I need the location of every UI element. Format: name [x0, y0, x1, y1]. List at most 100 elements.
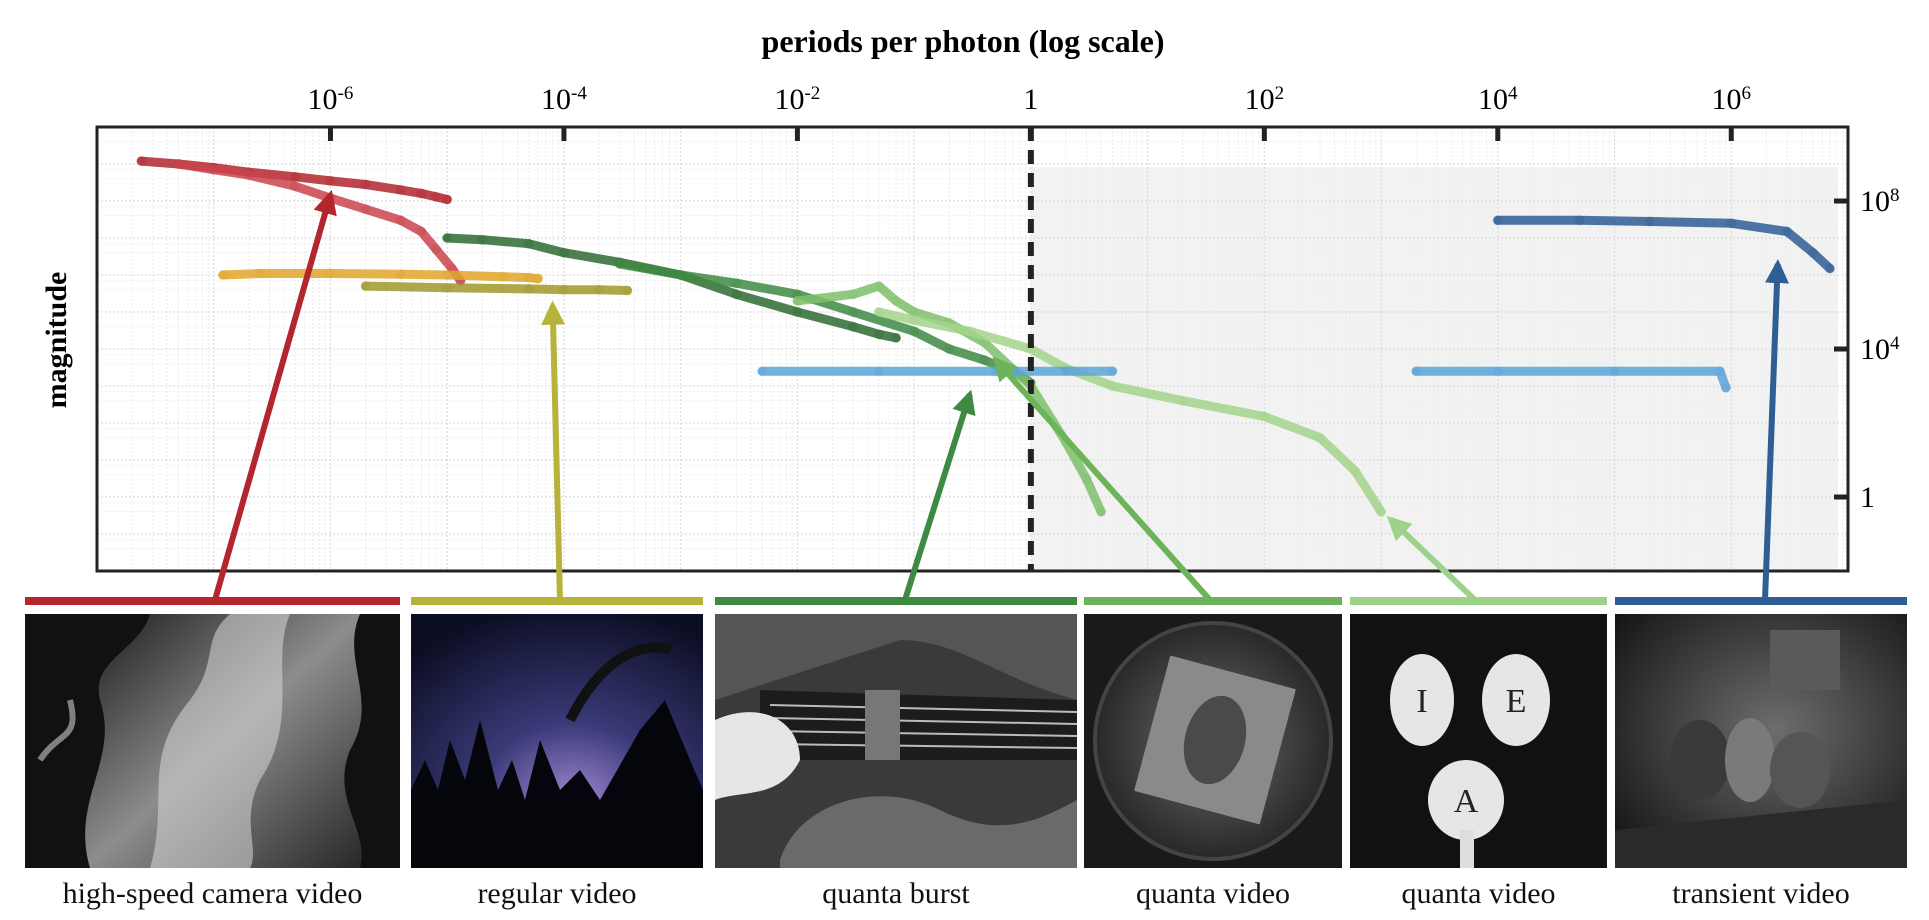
svg-text:E: E [1506, 683, 1527, 720]
data-point [395, 215, 406, 226]
data-point [594, 284, 605, 295]
data-point [255, 268, 266, 279]
data-point [497, 271, 508, 282]
callout-arrow [902, 389, 976, 601]
data-point [1177, 395, 1188, 406]
data-point [395, 184, 406, 195]
data-point [731, 278, 742, 289]
data-point [848, 289, 859, 300]
data-point [1081, 474, 1092, 485]
data-point [533, 273, 544, 284]
panel-color-bar [715, 597, 1077, 605]
electric-guitar-thumbnail [715, 614, 1078, 868]
data-point [964, 326, 975, 337]
callout-arrow [212, 189, 337, 601]
svg-text:A: A [1454, 783, 1479, 820]
panel-color-bar [1350, 597, 1607, 605]
data-point [909, 307, 920, 317]
data-point [1492, 215, 1503, 226]
data-point [1107, 366, 1118, 377]
data-point [1609, 366, 1620, 377]
data-point [1350, 466, 1361, 477]
data-point [757, 366, 768, 377]
data-point [442, 194, 453, 205]
data-point [1574, 215, 1585, 226]
x-tick-label: 10-4 [541, 83, 587, 117]
data-point [614, 258, 625, 269]
data-point [217, 270, 228, 280]
data-point [558, 284, 569, 295]
data-point [416, 226, 427, 237]
data-point [442, 233, 453, 243]
data-point [909, 326, 920, 337]
data-point [430, 191, 441, 202]
series-9 [1411, 366, 1731, 393]
data-point [1726, 218, 1737, 229]
data-point [442, 282, 453, 293]
panel-label-high-speed-video: high-speed camera video [62, 877, 363, 910]
data-point [1824, 263, 1835, 274]
data-point [873, 366, 884, 377]
data-series [136, 156, 1835, 517]
data-point [909, 315, 920, 326]
night-sky-trees-thumbnail [411, 614, 703, 868]
panel-color-bar [1084, 597, 1342, 605]
x-tick-label: 102 [1245, 83, 1285, 117]
x-tick-label: 10-6 [308, 83, 354, 117]
panel-label-quanta-video-2: quanta video [1401, 877, 1556, 910]
y-tick-label: 108 [1860, 185, 1900, 219]
data-point [416, 188, 427, 199]
series-line [874, 307, 1386, 517]
y-tick-label: 104 [1860, 333, 1900, 367]
callout-arrow [1386, 515, 1478, 603]
data-point [1781, 226, 1792, 237]
data-point [675, 270, 686, 280]
panel-color-bar [411, 597, 703, 605]
data-point [136, 156, 147, 167]
data-point [1315, 432, 1326, 443]
panel-label-quanta-video-1: quanta video [1135, 877, 1291, 910]
flames-thumbnail [25, 614, 400, 868]
data-point [325, 268, 336, 279]
x-tick-label: 104 [1478, 83, 1518, 117]
data-point [1807, 247, 1818, 258]
y-axis-title: magnitude [40, 272, 73, 409]
y-ticks: 108 104 1 [1834, 185, 1900, 514]
data-point [558, 247, 569, 258]
callout-arrow [992, 356, 1213, 602]
data-point [944, 344, 955, 354]
data-point [792, 307, 803, 317]
data-point [1714, 366, 1725, 377]
data-point [173, 159, 184, 169]
data-point [622, 285, 633, 296]
data-point [1107, 381, 1118, 391]
data-point [290, 171, 301, 182]
panel-label-transient-video: transient video [1672, 877, 1850, 910]
data-point [1259, 411, 1270, 422]
x-tick-label: 10-2 [774, 83, 820, 117]
plot-area: 10-6 10-4 10-2 1 102 104 106 108 104 1 [95, 83, 1900, 573]
series-line [174, 159, 465, 286]
y-tick-label: 1 [1860, 481, 1875, 514]
data-point [979, 355, 990, 366]
series-line [1493, 215, 1835, 273]
series-3 [360, 281, 633, 296]
data-point [360, 179, 371, 190]
callout-arrow [541, 300, 566, 601]
callout-arrow [1762, 259, 1789, 601]
data-point [873, 281, 884, 292]
data-point [523, 238, 534, 249]
data-point [395, 269, 406, 280]
x-tick-label: 106 [1712, 83, 1752, 117]
series-2 [217, 268, 544, 284]
data-point [243, 170, 254, 181]
data-point [208, 164, 219, 175]
data-point [360, 281, 371, 292]
spinning-letters-fan-thumbnail: I E A [1350, 614, 1607, 868]
data-point [1492, 366, 1503, 377]
data-point [290, 181, 301, 192]
svg-text:I: I [1416, 683, 1427, 720]
x-axis-title: periods per photon (log scale) [762, 23, 1165, 59]
data-point [873, 329, 884, 340]
data-point [731, 289, 742, 300]
